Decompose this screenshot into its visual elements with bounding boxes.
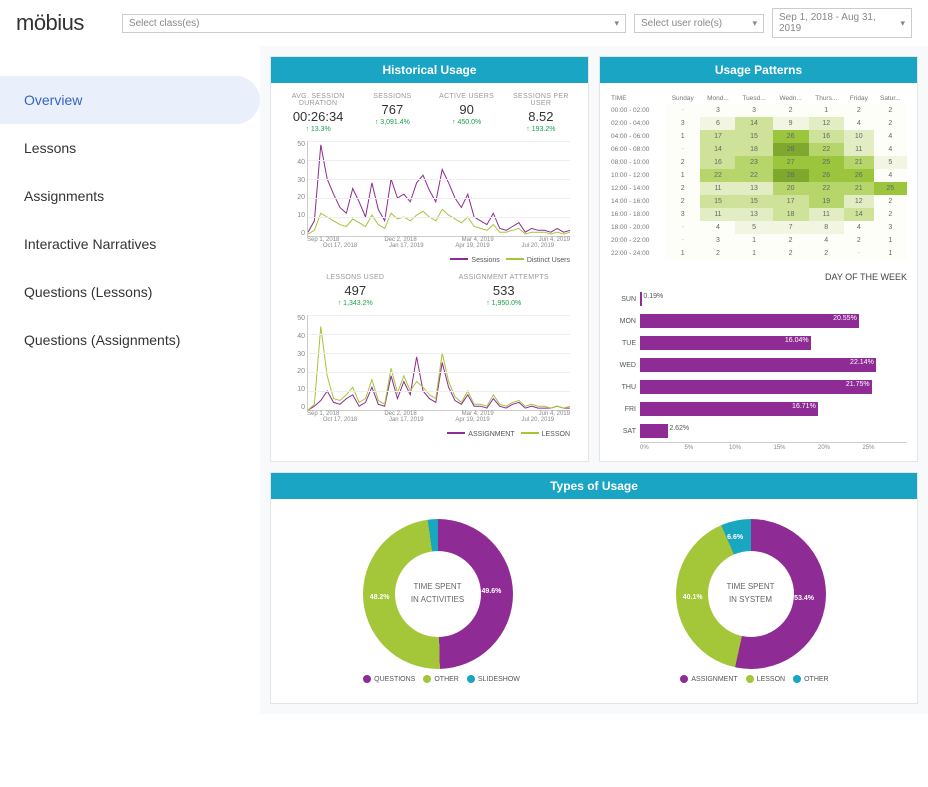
- stat: ACTIVE USERS90↑ 450.0%: [430, 93, 504, 133]
- sessions-chart: 50403020100Sep 1, 2018Dec 2, 2018Mar 4, …: [289, 141, 570, 251]
- dow-chart: DAY OF THE WEEK SUN0.19%MON20.55%TUE16.0…: [610, 272, 907, 451]
- date-selector[interactable]: Sep 1, 2018 - Aug 31, 2019: [772, 8, 912, 38]
- main-content: Historical Usage AVG. SESSION DURATION00…: [260, 46, 928, 714]
- nav-assignments[interactable]: Assignments: [0, 172, 260, 220]
- dow-bar-sun: SUN0.19%: [610, 288, 907, 310]
- stat: AVG. SESSION DURATION00:26:34↑ 13.3%: [281, 93, 355, 133]
- logo: möbius: [16, 10, 84, 36]
- class-selector[interactable]: Select class(es): [122, 14, 626, 33]
- dow-bar-wed: WED22.14%: [610, 354, 907, 376]
- lessons-chart: 50403020100Sep 1, 2018Dec 2, 2018Mar 4, …: [289, 315, 570, 425]
- top-bar: möbius Select class(es) Select user role…: [0, 0, 928, 46]
- nav-lessons[interactable]: Lessons: [0, 124, 260, 172]
- donut: TIME SPENTIN SYSTEM53.4%40.1%6.6%ASSIGNM…: [594, 509, 907, 693]
- sidebar: OverviewLessonsAssignmentsInteractive Na…: [0, 46, 260, 714]
- dow-bar-thu: THU21.75%: [610, 376, 907, 398]
- panel-title: Types of Usage: [271, 473, 917, 499]
- usage-patterns-panel: Usage Patterns TIMESundayMond...Tuesd...…: [599, 56, 918, 462]
- dow-bar-tue: TUE16.04%: [610, 332, 907, 354]
- dow-bar-sat: SAT2.62%: [610, 420, 907, 442]
- nav-overview[interactable]: Overview: [0, 76, 260, 124]
- donut: TIME SPENTIN ACTIVITIES49.6%48.2%QUESTIO…: [281, 509, 594, 693]
- stat: LESSONS USED497↑ 1,343.2%: [281, 274, 430, 307]
- heatmap-table: TIMESundayMond...Tuesd...Wedn...Thurs...…: [610, 93, 907, 260]
- nav-questions-lessons-[interactable]: Questions (Lessons): [0, 268, 260, 316]
- historical-usage-panel: Historical Usage AVG. SESSION DURATION00…: [270, 56, 589, 462]
- role-selector[interactable]: Select user role(s): [634, 14, 764, 33]
- dow-bar-mon: MON20.55%: [610, 310, 907, 332]
- dow-bar-fri: FRI16.71%: [610, 398, 907, 420]
- stat: SESSIONS767↑ 3,091.4%: [355, 93, 429, 133]
- dow-title: DAY OF THE WEEK: [610, 272, 907, 282]
- nav-questions-assignments-[interactable]: Questions (Assignments): [0, 316, 260, 364]
- types-of-usage-panel: Types of Usage TIME SPENTIN ACTIVITIES49…: [270, 472, 918, 704]
- nav-interactive-narratives[interactable]: Interactive Narratives: [0, 220, 260, 268]
- stat: ASSIGNMENT ATTEMPTS533↑ 1,950.0%: [430, 274, 579, 307]
- stat: SESSIONS PER USER8.52↑ 193.2%: [504, 93, 578, 133]
- panel-title: Usage Patterns: [600, 57, 917, 83]
- panel-title: Historical Usage: [271, 57, 588, 83]
